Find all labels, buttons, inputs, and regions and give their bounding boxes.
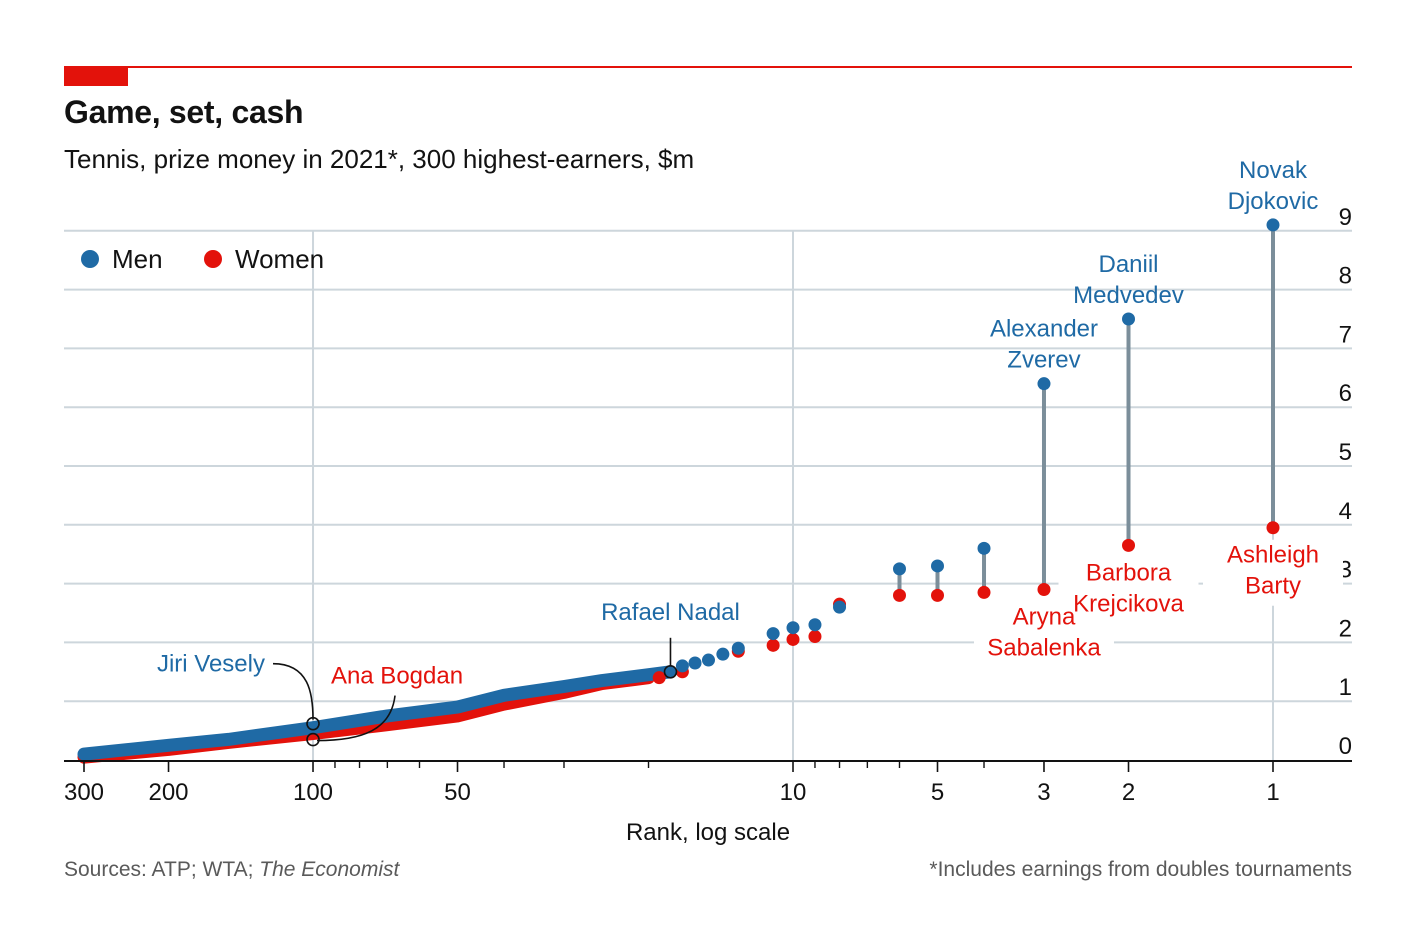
bogdan-marker-ring	[306, 732, 320, 747]
men-point	[688, 656, 702, 670]
women-point	[930, 588, 944, 602]
men-point	[808, 618, 822, 632]
y-tick-label: 5	[1339, 439, 1352, 466]
annotation-barbora-krejcikova-line: Barbora	[1086, 559, 1172, 586]
men-point	[731, 641, 745, 655]
y-tick-label: 1	[1339, 674, 1352, 701]
y-tick-label: 0	[1339, 733, 1352, 760]
y-tick-label: 6	[1339, 380, 1352, 407]
men-point	[766, 627, 780, 641]
annotation-rafael-nadal-line: Rafael Nadal	[601, 599, 740, 626]
men-point	[701, 653, 715, 667]
annotation-aryna-sabalenka-line: Sabalenka	[987, 634, 1101, 661]
nadal-marker-ring	[663, 664, 678, 679]
vesely-leader-line	[273, 662, 314, 720]
x-tick-label: 10	[780, 779, 807, 806]
annotation-novak-djokovic-line: Djokovic	[1228, 188, 1319, 215]
women-point	[808, 630, 822, 644]
men-point	[1122, 312, 1136, 326]
annotation-daniil-medvedev-line: Medvedev	[1073, 282, 1184, 309]
women-point	[786, 632, 800, 646]
annotation-alexander-zverev-line: Alexander	[990, 316, 1098, 343]
x-tick-label: 3	[1037, 779, 1050, 806]
men-point	[1037, 377, 1051, 391]
women-point	[1266, 521, 1280, 535]
men-point	[930, 559, 944, 573]
legend-swatch-men	[81, 250, 99, 268]
sources-italic-text: The Economist	[259, 858, 400, 881]
women-point	[892, 588, 906, 602]
x-tick-label: 50	[444, 779, 471, 806]
annotation-novak-djokovic-line: Novak	[1239, 157, 1308, 184]
annotation-barbora-krejcikova-line: Krejcikova	[1073, 590, 1184, 617]
legend-label-men: Men	[112, 244, 163, 274]
label-background	[1203, 539, 1343, 606]
x-ticks: 300 200 100 50 10 5 3 2 1	[64, 760, 1280, 806]
legend-label-women: Women	[235, 244, 324, 274]
x-tick-label: 100	[293, 779, 333, 806]
legend-swatch-women	[204, 250, 222, 268]
chart-subtitle: Tennis, prize money in 2021*, 300 highes…	[64, 144, 695, 174]
x-tick-label: 2	[1122, 779, 1135, 806]
men-point	[786, 621, 800, 635]
men-point	[892, 562, 906, 576]
vesely-marker-ring	[306, 716, 320, 731]
y-tick-label: 4	[1339, 498, 1352, 525]
women-point	[1122, 538, 1136, 552]
y-tick-label: 9	[1339, 204, 1352, 231]
y-tick-label: 8	[1339, 263, 1352, 290]
annotation-aryna-sabalenka-line: Aryna	[1013, 603, 1076, 630]
chart-title: Game, set, cash	[64, 94, 304, 130]
men-tail-curve	[77, 665, 677, 761]
bogdan-leader-line	[317, 695, 396, 742]
y-tick-label: 2	[1339, 615, 1352, 642]
top-red-tag	[64, 66, 128, 86]
men-point	[716, 647, 730, 661]
annotation-daniil-medvedev-line: Daniil	[1098, 251, 1158, 278]
women-point	[977, 585, 991, 599]
x-tick-label: 1	[1266, 779, 1279, 806]
annotation-alexander-zverev-line: Zverev	[1007, 347, 1080, 374]
doubles-footnote: *Includes earnings from doubles tourname…	[929, 858, 1352, 881]
sources-text: Sources: ATP; WTA;	[64, 858, 260, 881]
annotation-jiri-vesely-line: Jiri Vesely	[157, 651, 265, 678]
men-point	[977, 541, 991, 555]
legend: Men Women	[81, 244, 324, 274]
gridlines	[64, 229, 1352, 760]
men-point	[1266, 218, 1280, 232]
men-point	[675, 659, 689, 673]
men-points	[675, 218, 1280, 673]
x-tick-label: 5	[931, 779, 944, 806]
women-point	[1037, 582, 1051, 596]
x-axis-title: Rank, log scale	[626, 819, 790, 846]
annotations: Novak Djokovic Daniil Medvedev Alexander Zver…	[157, 157, 1319, 747]
x-tick-label: 300	[64, 779, 104, 806]
label-background	[973, 601, 1114, 668]
y-tick-label: 7	[1339, 321, 1352, 348]
women-point	[652, 671, 666, 685]
women-point	[766, 638, 780, 652]
sources-footer: Sources: ATP; WTA; The Economist	[64, 858, 399, 882]
men-point	[833, 600, 847, 614]
annotation-ashleigh-barty-line: Barty	[1245, 573, 1301, 600]
top-red-rule	[64, 66, 1352, 68]
x-tick-label: 200	[148, 779, 188, 806]
annotation-ana-bogdan-line: Ana Bogdan	[331, 663, 463, 690]
annotation-ashleigh-barty-line: Ashleigh	[1227, 542, 1319, 569]
